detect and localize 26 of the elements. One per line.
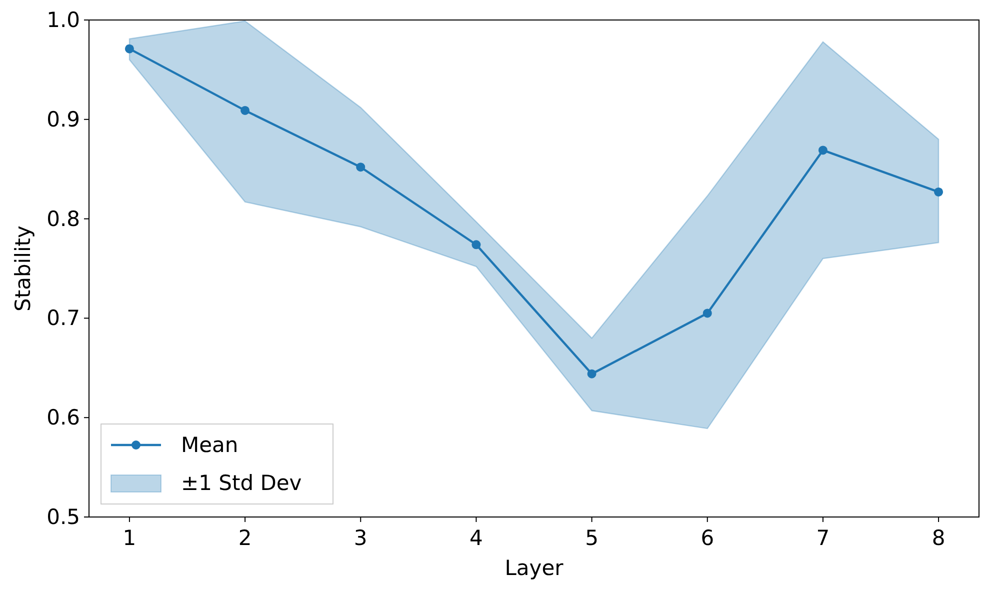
y-tick-label: 0.9	[46, 107, 80, 132]
x-tick-label: 5	[585, 526, 598, 550]
point	[934, 187, 944, 196]
point	[472, 240, 481, 250]
y-tick-label: 0.8	[46, 206, 80, 231]
point	[702, 308, 712, 318]
y-tick-label: 1.0	[46, 8, 80, 32]
x-tick-label: 6	[700, 526, 714, 550]
point	[587, 369, 596, 378]
x-tick-label: 8	[932, 526, 946, 550]
annotation: ±1 Std Dev	[181, 471, 302, 495]
x-axis-title: Layer	[504, 556, 564, 580]
x-tick-label: 7	[816, 526, 830, 550]
point	[818, 146, 828, 155]
y-tick-label: 0.7	[46, 306, 80, 330]
x-tick-label: 4	[470, 526, 483, 550]
y-axis-title: Stability	[11, 226, 35, 312]
x-tick-label: 3	[354, 526, 368, 550]
point	[124, 44, 134, 54]
y-tick-label: 0.6	[46, 406, 80, 430]
x-tick-label: 1	[122, 526, 136, 550]
point	[356, 162, 366, 172]
point	[240, 106, 250, 115]
x-tick-label: 2	[238, 526, 252, 550]
y-tick-label: 0.5	[46, 505, 80, 529]
legend-label: Mean	[181, 433, 238, 457]
